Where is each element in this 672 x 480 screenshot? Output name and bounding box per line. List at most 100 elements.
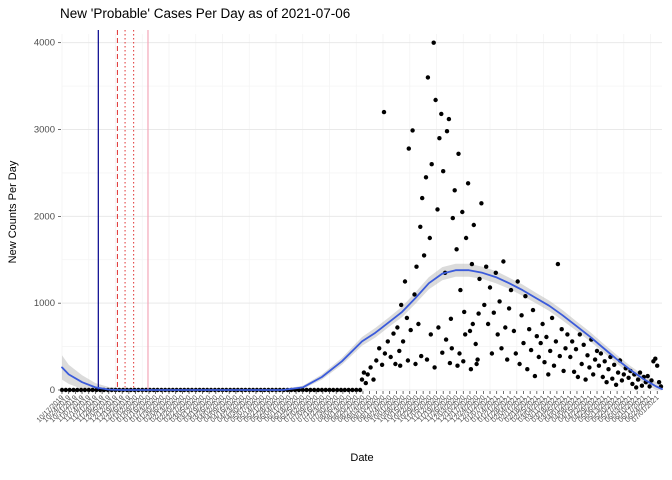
scatter-point [477, 276, 482, 282]
scatter-point [583, 377, 588, 382]
scatter-point [395, 325, 400, 330]
scatter-point [546, 372, 551, 377]
scatter-point [655, 363, 660, 368]
scatter-point [530, 307, 536, 313]
scatter-point [461, 359, 466, 364]
trend-line [61, 269, 663, 391]
scatter-point [573, 347, 579, 352]
scatter-point [402, 279, 408, 284]
scatter-point [563, 346, 568, 351]
scatter-point [462, 309, 467, 315]
scatter-point [382, 351, 388, 356]
scatter-point [455, 363, 460, 368]
scatter-point [463, 235, 469, 241]
scatter-point [406, 146, 411, 151]
scatter-point [331, 387, 336, 393]
scatter-point [335, 387, 340, 393]
scatter-point [602, 359, 607, 364]
chart-title: New 'Probable' Cases Per Day as of 2021-… [60, 6, 351, 21]
scatter-point [511, 328, 517, 334]
scatter-point [418, 224, 423, 229]
scatter-point [653, 356, 658, 361]
scatter-point [419, 353, 424, 359]
scatter-point [612, 362, 617, 367]
scatter-point [412, 292, 417, 297]
scatter-point [475, 357, 480, 362]
scatter-point [656, 380, 662, 385]
scatter-point [350, 387, 355, 393]
scatter-point [596, 363, 602, 368]
scatter-point [437, 136, 442, 141]
scatter-point [357, 387, 363, 393]
scatter-point [63, 387, 68, 393]
scatter-point [67, 387, 72, 393]
scatter-point [471, 222, 476, 228]
scatter-point [501, 259, 506, 264]
scatter-point [581, 342, 586, 347]
scatter-point [493, 270, 498, 275]
scatter-point [398, 363, 403, 368]
scatter-point [506, 306, 512, 311]
scatter-point [388, 354, 393, 360]
y-tick-label: 1000 [34, 298, 55, 309]
scatter-point [555, 261, 561, 267]
scatter-point [606, 367, 611, 372]
scatter-point [626, 375, 631, 380]
scatter-point [565, 332, 570, 337]
scatter-point [634, 385, 639, 390]
scatter-point [450, 215, 455, 221]
scatter-point [379, 362, 385, 367]
scatter-point [619, 378, 625, 383]
scatter-point [429, 162, 434, 167]
y-axis: 0 1000 2000 3000 4000 [34, 38, 61, 396]
scatter-point [304, 387, 309, 393]
scatter-point [431, 40, 436, 45]
scatter-point [610, 376, 615, 381]
scatter-point [399, 302, 404, 308]
scatter-point [647, 384, 652, 389]
y-tick-label: 3000 [34, 125, 55, 136]
scatter-point [484, 264, 489, 269]
scatter-point [405, 358, 411, 363]
scatter-point [521, 340, 526, 346]
scatter-point [604, 380, 609, 385]
scatter-point [559, 327, 564, 332]
y-tick-label: 0 [50, 385, 55, 396]
y-tick-label: 2000 [34, 211, 55, 222]
scatter-point [75, 387, 80, 393]
scatter-point [513, 351, 518, 356]
scatter-point [371, 377, 376, 382]
scatter-point [86, 387, 92, 393]
scatter-point [323, 387, 328, 393]
scatter-point [491, 310, 496, 315]
scatter-point [585, 353, 590, 358]
scatter-point [441, 169, 446, 174]
scatter-point [485, 321, 491, 327]
scatter-point [439, 111, 444, 117]
scatter-point [400, 339, 406, 344]
scatter-point [408, 327, 413, 333]
scatter-point [410, 128, 415, 133]
scatter-point [549, 315, 555, 321]
scatter-point [82, 387, 88, 393]
scatter-point [315, 387, 321, 393]
scatter-point [436, 325, 441, 330]
scatter-point [557, 353, 562, 359]
scatter-point [487, 285, 493, 290]
scatter-point [444, 129, 450, 134]
scatter-point [452, 188, 457, 193]
scatter-point [420, 195, 425, 201]
scatter-point [469, 261, 475, 267]
scatter-point [519, 313, 524, 318]
scatter-point [598, 351, 604, 356]
scatter-point [327, 387, 332, 393]
scatter-point [393, 361, 398, 367]
scatter-point [458, 287, 463, 293]
scatter-point [381, 109, 387, 115]
scatter-point [579, 361, 584, 367]
scatter-point [495, 332, 500, 337]
scatter-point [354, 387, 359, 393]
scatter-point [377, 346, 382, 351]
scatter-point [449, 346, 454, 351]
scatter-point [544, 334, 549, 340]
